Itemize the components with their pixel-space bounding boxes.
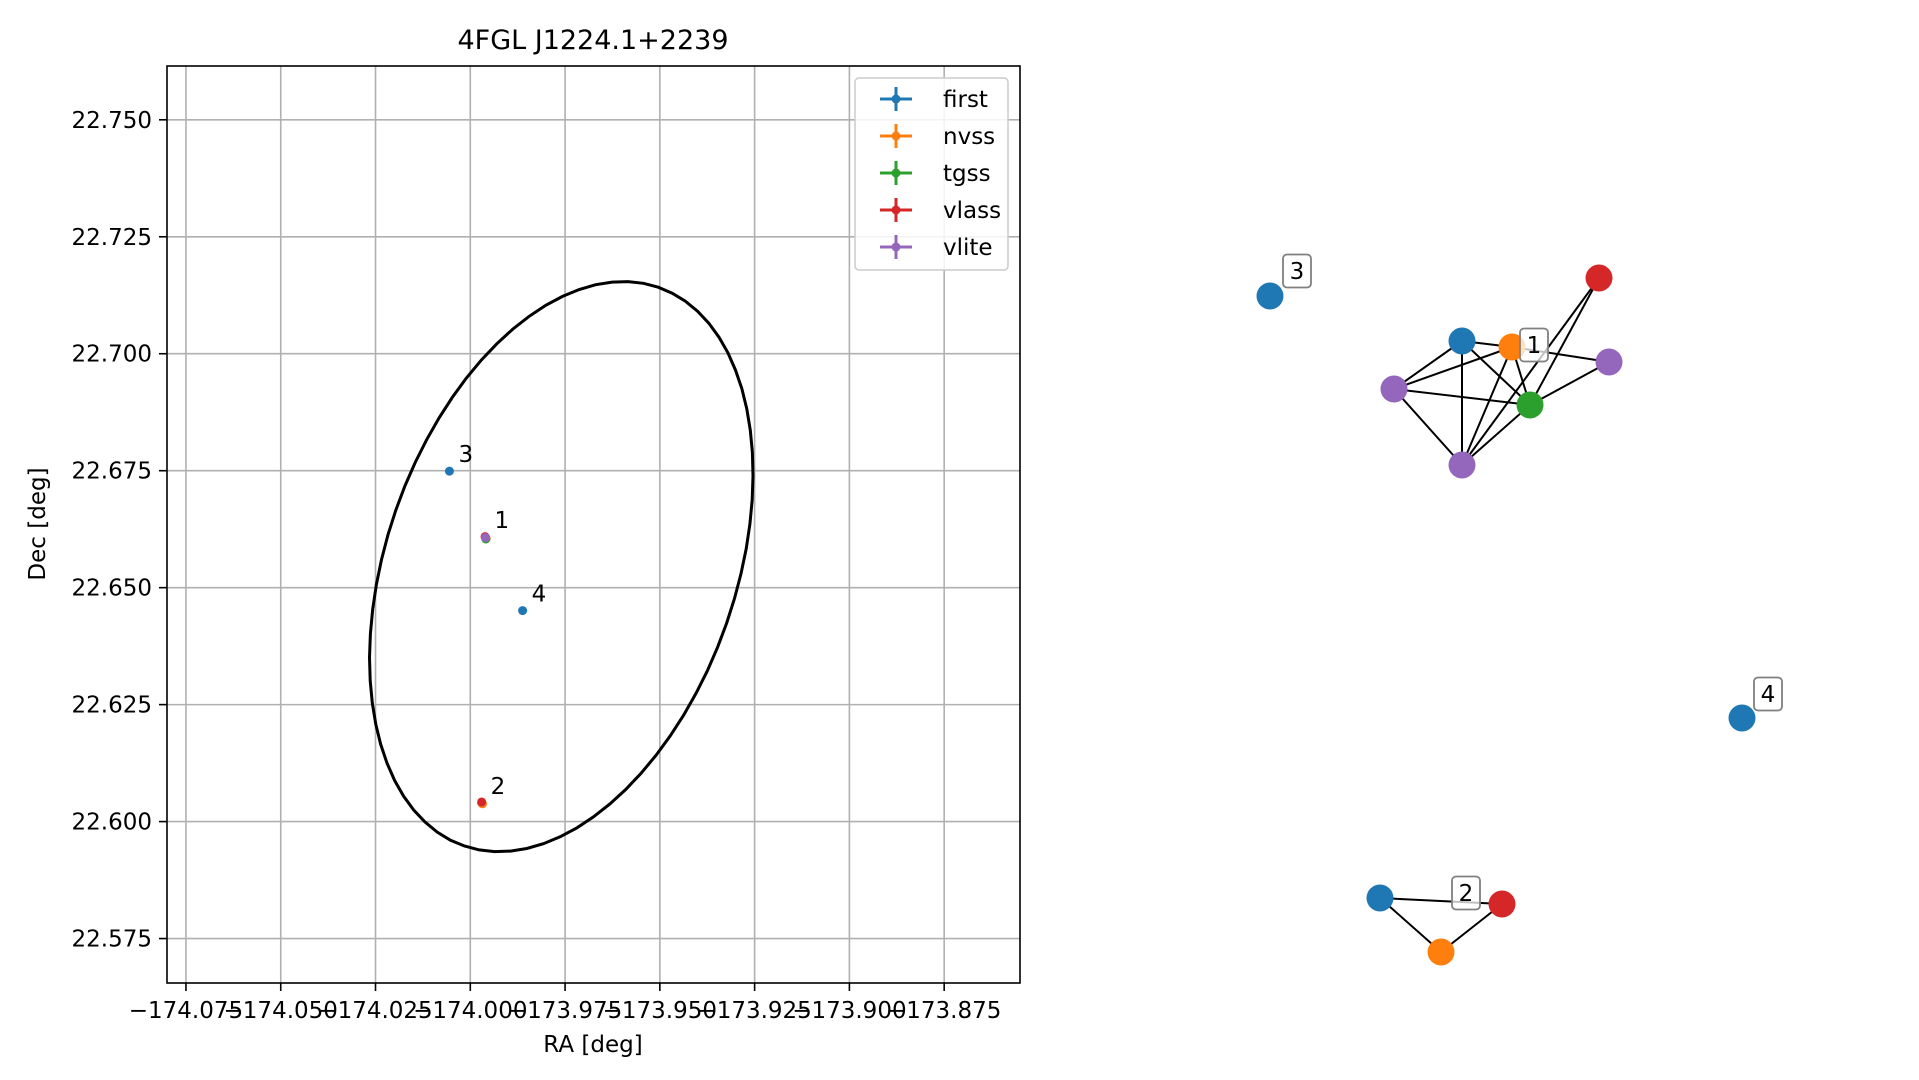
localization-ellipse bbox=[367, 280, 755, 854]
group-label-box bbox=[1451, 875, 1481, 911]
graph-node bbox=[1585, 264, 1613, 292]
group-label-box bbox=[1282, 253, 1312, 289]
x-axis-ticks: −174.075−174.050−174.025−174.000−173.975… bbox=[129, 983, 1001, 1024]
point-annotation: 3 bbox=[458, 442, 473, 468]
legend-dot-tgss bbox=[891, 168, 901, 178]
group-label: 1 bbox=[1527, 333, 1542, 359]
x-tick-label: −173.900 bbox=[792, 998, 906, 1024]
graph-node bbox=[1256, 282, 1284, 310]
legend-label-vlite: vlite bbox=[943, 235, 993, 261]
graph-node bbox=[1380, 375, 1408, 403]
graph-edge bbox=[1461, 346, 1513, 466]
group-label-box bbox=[1753, 676, 1783, 712]
graph-node bbox=[1516, 391, 1544, 419]
y-tick-label: 22.700 bbox=[72, 342, 152, 368]
y-tick-label: 22.750 bbox=[72, 108, 152, 134]
graph-edge bbox=[1393, 388, 1531, 406]
legend-label-tgss: tgss bbox=[943, 161, 991, 187]
graph-node bbox=[1728, 704, 1756, 732]
legend-label-first: first bbox=[943, 87, 988, 113]
legend-label-nvss: nvss bbox=[943, 124, 995, 150]
group-label: 3 bbox=[1290, 259, 1305, 285]
y-axis-ticks: 22.575 22.600 22.625 22.650 22.675 22.700 22.7… bbox=[72, 108, 167, 953]
association-graph: 1 2 3 4 bbox=[1256, 253, 1783, 966]
data-point-vlite bbox=[480, 533, 490, 543]
graph-node bbox=[1448, 327, 1476, 355]
legend: first nvss tgss vlass vlite bbox=[854, 77, 1009, 271]
data-point-first bbox=[444, 466, 454, 476]
y-tick-label: 22.600 bbox=[72, 810, 152, 836]
y-tick-label: 22.575 bbox=[72, 927, 152, 953]
group-label: 2 bbox=[1459, 881, 1474, 907]
graph-edge bbox=[1393, 346, 1513, 390]
data-point-first bbox=[518, 606, 528, 616]
point-annotation: 1 bbox=[494, 508, 509, 534]
y-tick-label: 22.650 bbox=[72, 576, 152, 602]
point-annotation: 2 bbox=[491, 774, 506, 800]
x-tick-label: −174.000 bbox=[413, 998, 527, 1024]
group-label-box bbox=[1519, 327, 1549, 363]
y-tick-label: 22.625 bbox=[72, 693, 152, 719]
y-axis-label: Dec [deg] bbox=[25, 467, 51, 580]
graph-node bbox=[1366, 884, 1394, 912]
graph-edge bbox=[1379, 897, 1442, 953]
y-tick-label: 22.675 bbox=[72, 459, 152, 485]
graph-node bbox=[1488, 890, 1516, 918]
x-tick-label: −173.950 bbox=[603, 998, 717, 1024]
graph-edge bbox=[1379, 897, 1503, 905]
graph-edge bbox=[1461, 340, 1531, 406]
plot-title: 4FGL J1224.1+2239 bbox=[457, 25, 728, 56]
legend-box bbox=[854, 77, 1009, 271]
legend-dot-vlass bbox=[891, 205, 901, 215]
data-point-vlass bbox=[477, 797, 487, 807]
x-tick-label: −174.025 bbox=[318, 998, 432, 1024]
graph-edge bbox=[1393, 340, 1463, 390]
graph-node bbox=[1427, 938, 1455, 966]
graph-nodes bbox=[1256, 264, 1756, 966]
graph-group-labels: 1 2 3 4 bbox=[1282, 253, 1783, 911]
x-tick-label: −173.925 bbox=[697, 998, 811, 1024]
x-axis-label: RA [deg] bbox=[543, 1032, 642, 1058]
graph-edge bbox=[1393, 388, 1463, 466]
legend-dot-first bbox=[891, 94, 901, 104]
graph-edge bbox=[1461, 404, 1531, 466]
graph-edge bbox=[1529, 277, 1600, 406]
graph-node bbox=[1448, 451, 1476, 479]
legend-dot-nvss bbox=[891, 131, 901, 141]
x-tick-label: −173.975 bbox=[508, 998, 622, 1024]
legend-label-vlass: vlass bbox=[943, 198, 1001, 224]
graph-node bbox=[1498, 333, 1526, 361]
plot-frame bbox=[166, 65, 1021, 984]
legend-dot-vlite bbox=[891, 242, 901, 252]
point-annotation: 4 bbox=[532, 582, 547, 608]
graph-edge bbox=[1529, 361, 1610, 406]
x-tick-label: −173.875 bbox=[887, 998, 1001, 1024]
y-tick-label: 22.725 bbox=[72, 225, 152, 251]
graph-edge bbox=[1461, 277, 1600, 466]
graph-node bbox=[1595, 348, 1623, 376]
group-label: 4 bbox=[1761, 682, 1776, 708]
x-tick-label: −174.075 bbox=[129, 998, 243, 1024]
x-tick-label: −174.050 bbox=[224, 998, 338, 1024]
data-points: 1 3 4 2 bbox=[444, 442, 547, 809]
